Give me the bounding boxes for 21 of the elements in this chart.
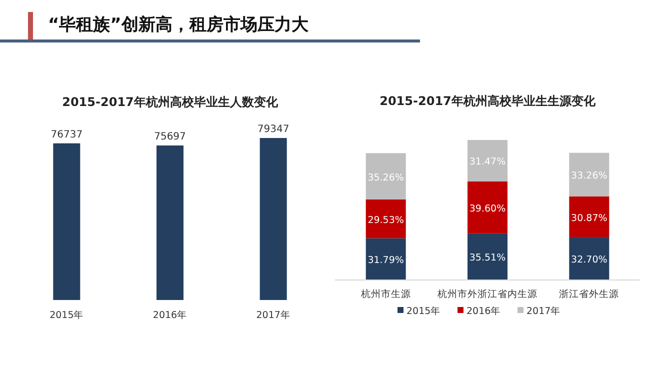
chart-title: 2015-2017年杭州高校毕业生生源变化 (380, 94, 596, 108)
x-tick-label: 2017年 (256, 309, 290, 321)
chart-title: 2015-2017年杭州高校毕业生人数变化 (62, 95, 279, 109)
x-tick-label: 杭州市生源 (360, 288, 411, 300)
x-tick-label: 2015年 (50, 309, 84, 321)
data-label: 76737 (50, 129, 83, 140)
data-label: 30.87% (571, 212, 608, 224)
x-tick-label: 浙江省外生源 (559, 288, 620, 300)
x-tick-label: 2016年 (152, 309, 188, 321)
data-label: 75697 (154, 131, 186, 142)
data-label: 32.70% (571, 254, 608, 266)
data-label: 39.60% (469, 203, 506, 214)
data-label: 31.79% (368, 255, 404, 266)
text: “毕租族”创新高，租房市场压力大 (48, 15, 310, 35)
data-label: 79347 (257, 124, 290, 135)
data-label: 29.53% (368, 214, 404, 226)
data-label: 33.26% (571, 170, 608, 182)
data-label: 31.47% (469, 156, 506, 168)
x-tick-label: 杭州市外浙江省内生源 (436, 288, 538, 300)
data-label: 35.51% (469, 252, 506, 264)
data-label: 35.26% (368, 172, 404, 184)
